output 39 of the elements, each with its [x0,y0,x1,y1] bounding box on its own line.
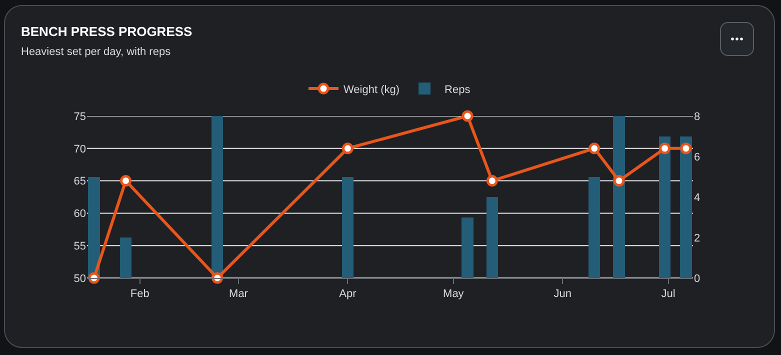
x-tick-label: Jul [661,288,676,300]
chart-subtitle: Heaviest set per day, with reps [21,46,171,58]
point [120,175,132,187]
x-tick-label: Jun [554,288,572,300]
bar [659,136,671,278]
x-tick-label: Apr [339,288,357,300]
point [680,142,692,154]
chart-title: BENCH PRESS PROGRESS [21,24,192,39]
legend-label: Weight (kg) [344,84,400,96]
point [88,272,100,284]
bar [680,136,692,278]
point [659,142,671,154]
y2-tick-label: 6 [694,151,700,164]
bar [212,116,224,278]
bar [88,176,100,278]
point [588,142,600,154]
point [212,272,224,284]
bar [486,197,498,278]
x-tick-label: May [443,288,464,300]
legend-label: Reps [444,84,471,96]
point [462,110,474,122]
x-tick-label: Mar [229,288,248,300]
y-tick-label: 50 [74,272,86,285]
bar [120,238,132,278]
y-tick-label: 60 [74,208,86,220]
bar [588,176,600,278]
y2-tick-label: 8 [694,110,700,123]
y-tick-label: 65 [74,176,86,188]
bar [462,217,474,278]
y-tick-label: 75 [74,110,86,123]
y2-tick-label: 0 [694,272,700,285]
bar [613,116,625,278]
x-tick-label: Feb [130,288,150,300]
y2-tick-label: 4 [694,192,700,204]
point [486,175,498,187]
y-tick-label: 55 [74,240,86,252]
y-tick-label: 70 [74,143,86,156]
point [613,175,625,187]
y2-tick-label: 2 [694,232,700,244]
